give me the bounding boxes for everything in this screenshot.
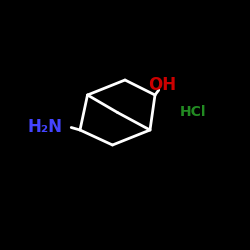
Text: H₂N: H₂N bbox=[28, 118, 62, 136]
Text: OH: OH bbox=[148, 76, 176, 94]
Text: HCl: HCl bbox=[180, 106, 206, 120]
